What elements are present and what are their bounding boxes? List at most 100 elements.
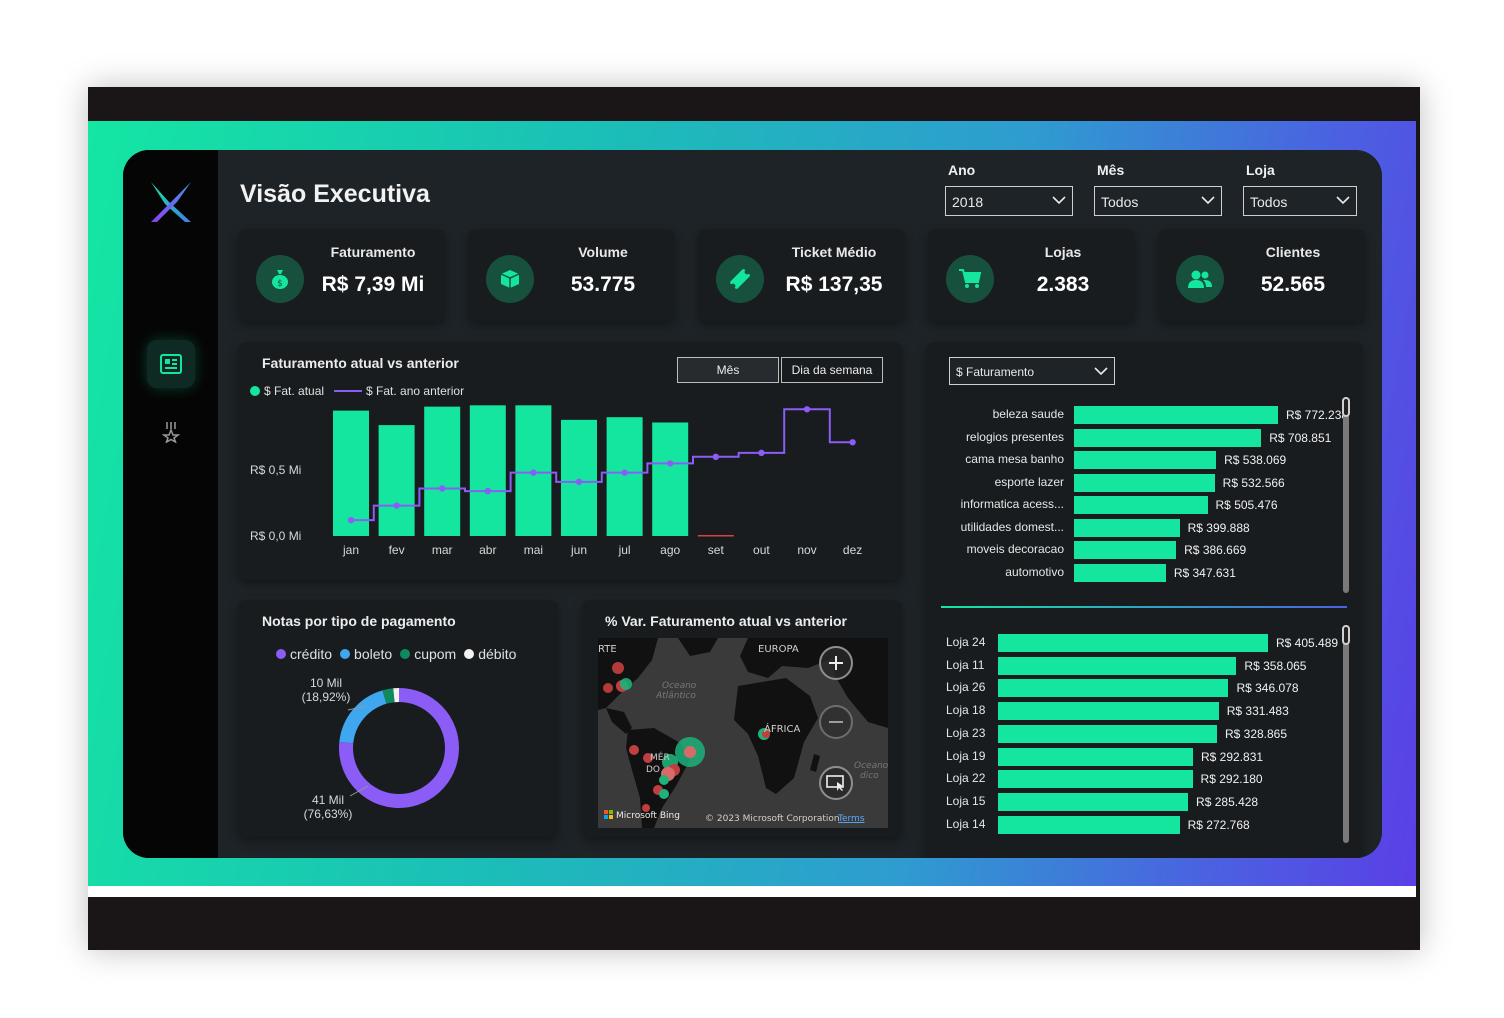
bar-fill <box>1074 473 1215 492</box>
map-select-button[interactable] <box>819 766 853 800</box>
point-previous-year[interactable] <box>484 487 491 495</box>
store-row[interactable]: Loja 15 R$ 285.428 <box>926 792 1356 811</box>
point-previous-year[interactable] <box>621 469 628 476</box>
map-zoom-in-button[interactable] <box>819 646 853 680</box>
category-row[interactable]: beleza saude R$ 772.238 <box>926 406 1356 424</box>
store-row[interactable]: Loja 18 R$ 331.483 <box>926 702 1356 721</box>
store-scroll-thumb[interactable] <box>1342 625 1350 645</box>
cart-icon <box>946 255 994 303</box>
chevron-down-icon <box>1052 196 1066 205</box>
money-bag-icon: $ <box>256 255 304 303</box>
x-tick-label: ago <box>660 543 680 557</box>
bar-label: utilidades domest... <box>960 519 1064 534</box>
filter-year-select[interactable]: 2018 <box>945 186 1073 216</box>
category-row[interactable]: informatica acess... R$ 505.476 <box>926 496 1356 514</box>
donut-slice-crédito[interactable] <box>339 688 459 808</box>
bar-current[interactable] <box>606 417 643 536</box>
filter-store-value: Todos <box>1250 194 1288 210</box>
ranking-card: $ Faturamento beleza saude R$ 772.238 relo… <box>926 342 1363 858</box>
category-row[interactable]: moveis decoracao R$ 386.669 <box>926 541 1356 559</box>
bar-current[interactable] <box>378 425 415 536</box>
store-row[interactable]: Loja 22 R$ 292.180 <box>926 770 1356 789</box>
category-row[interactable]: esporte lazer R$ 532.566 <box>926 473 1356 492</box>
bar-current[interactable] <box>561 419 597 536</box>
legend-swatch-current <box>250 386 260 396</box>
map-zoom-out-button[interactable] <box>819 705 853 739</box>
category-scroll-thumb[interactable] <box>1342 397 1350 417</box>
point-previous-year[interactable] <box>393 502 400 509</box>
point-previous-year[interactable] <box>439 485 446 492</box>
bar-label: Loja 19 <box>946 748 986 763</box>
point-previous-year[interactable] <box>575 478 583 486</box>
map-terms-link[interactable]: Terms <box>837 814 865 824</box>
store-row[interactable]: Loja 11 R$ 358.065 <box>926 656 1356 675</box>
store-row[interactable]: Loja 26 R$ 346.078 <box>926 679 1356 698</box>
legend-label-current: $ Fat. atual <box>264 384 325 398</box>
filter-month-select[interactable]: Todos <box>1094 186 1222 216</box>
bar-fill <box>998 792 1189 811</box>
kpi-card-faturamento: $ Faturamento R$ 7,39 Mi <box>238 229 445 321</box>
bar-current[interactable] <box>333 410 369 536</box>
map-label-rte: RTE <box>598 644 617 655</box>
x-tick-label: fev <box>389 543 405 557</box>
donut-slice-cupom[interactable] <box>382 688 395 704</box>
toggle-month-button[interactable]: Mês <box>677 357 779 383</box>
category-row[interactable]: relogios presentes R$ 708.851 <box>926 428 1356 447</box>
sidebar-item-ranking[interactable] <box>147 408 195 456</box>
store-row[interactable]: Loja 24 R$ 405.489 <box>926 634 1356 652</box>
category-row[interactable]: automotivo R$ 347.631 <box>926 563 1356 582</box>
bar-fill <box>998 702 1219 721</box>
legend-swatch-debito <box>464 649 475 659</box>
world-map[interactable]: RTE EUROPA ÁFRICA Oceano Atlântico MÉR D… <box>598 638 888 828</box>
donut-slice-boleto[interactable] <box>339 690 387 744</box>
x-tick-label: set <box>708 543 725 557</box>
legend-label-debito: débito <box>478 646 517 662</box>
sidebar-item-executive[interactable] <box>147 340 195 388</box>
store-row[interactable]: Loja 14 R$ 272.768 <box>926 815 1356 834</box>
bar-label: beleza saude <box>992 407 1064 421</box>
point-previous-year[interactable] <box>803 406 811 413</box>
bar-fill <box>998 724 1217 743</box>
x-logo-icon <box>145 178 197 231</box>
x-tick-label: mar <box>432 543 453 557</box>
map-label-ocean2: Atlântico <box>655 691 696 701</box>
map-label-ocean: Oceano <box>662 681 697 691</box>
point-previous-year[interactable] <box>712 453 719 460</box>
point-previous-year[interactable] <box>667 460 674 467</box>
filter-month-value: Todos <box>1101 194 1139 210</box>
legend-swatch-credito <box>276 649 286 659</box>
bar-fill <box>998 679 1229 698</box>
bar-current[interactable] <box>652 422 689 536</box>
legend-swatch-cupom <box>400 649 411 659</box>
bar-value: R$ 292.180 <box>1200 772 1263 787</box>
point-previous-year[interactable] <box>758 449 765 457</box>
toggle-weekday-button[interactable]: Dia da semana <box>781 357 883 383</box>
bar-current[interactable] <box>697 535 734 537</box>
map-label-ocean-right: Oceano <box>854 761 888 771</box>
bar-label: Loja 18 <box>946 703 986 718</box>
bar-value: R$ 292.831 <box>1200 749 1264 764</box>
bar-current[interactable] <box>469 405 506 536</box>
point-previous-year[interactable] <box>530 469 537 476</box>
store-row[interactable]: Loja 23 R$ 328.865 <box>926 724 1356 743</box>
map-label-ocean-right2: dico <box>860 771 879 781</box>
category-row[interactable]: cama mesa banho R$ 538.069 <box>926 451 1356 469</box>
measure-select[interactable]: $ Faturamento <box>949 357 1115 385</box>
point-previous-year[interactable] <box>849 439 856 446</box>
chevron-down-icon <box>1094 367 1108 376</box>
category-scrollbar[interactable] <box>1343 397 1349 593</box>
point-previous-year[interactable] <box>347 516 355 524</box>
map-bing-logo: Microsoft Bing <box>616 811 680 821</box>
bar-label: esporte lazer <box>994 474 1064 489</box>
bar-fill <box>1074 541 1177 559</box>
bar-fill <box>1074 518 1180 537</box>
store-scrollbar[interactable] <box>1343 625 1349 843</box>
x-tick-label: dez <box>843 543 862 557</box>
filter-store-select[interactable]: Todos <box>1243 186 1357 216</box>
bar-current[interactable] <box>424 406 461 536</box>
legend-label-previous: $ Fat. ano anterior <box>366 384 465 398</box>
bar-fill <box>1074 496 1208 514</box>
map-title: % Var. Faturamento atual vs anterior <box>605 613 847 629</box>
store-row[interactable]: Loja 19 R$ 292.831 <box>926 747 1356 766</box>
category-row[interactable]: utilidades domest... R$ 399.888 <box>926 518 1356 537</box>
